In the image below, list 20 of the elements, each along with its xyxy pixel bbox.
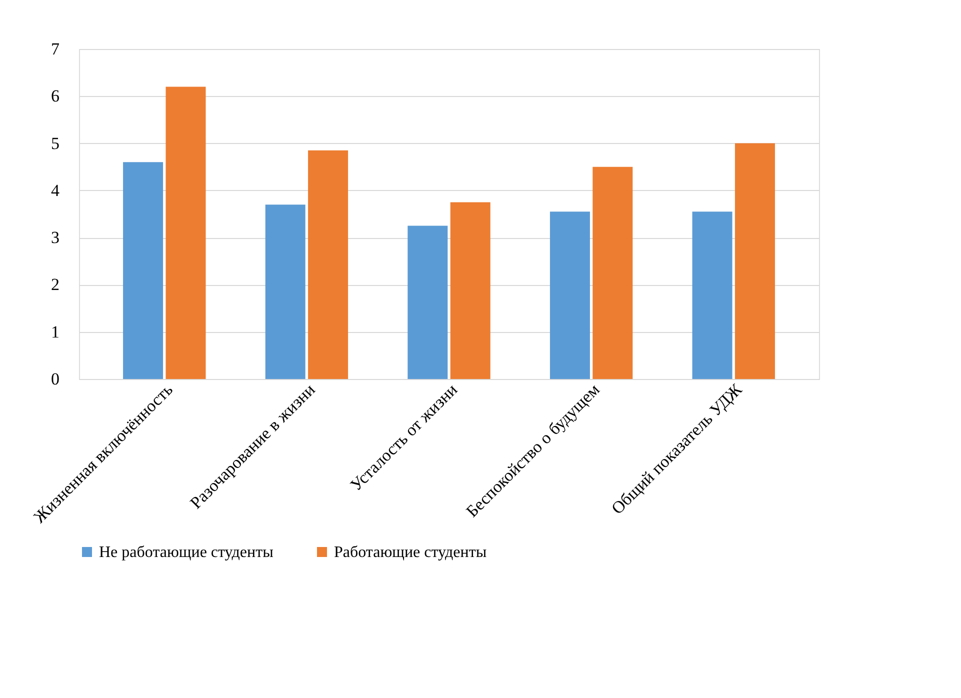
bar (265, 204, 306, 379)
y-tick-label: 7 (51, 40, 60, 58)
y-tick-label: 2 (51, 275, 60, 294)
bar (408, 226, 448, 379)
y-tick-label: 1 (51, 322, 60, 342)
y-tick-label: 4 (51, 180, 60, 200)
bar (692, 212, 732, 379)
bar (166, 86, 206, 379)
bar (550, 212, 590, 379)
legend-label: Не работающие студенты (99, 544, 274, 561)
bar (592, 166, 633, 379)
bar (734, 143, 775, 379)
y-tick-label: 5 (51, 134, 60, 153)
y-tick-label: 6 (51, 86, 60, 106)
bar (450, 202, 490, 379)
y-tick-label: 3 (51, 228, 60, 248)
legend-label: Работающие студенты (334, 544, 487, 561)
bar (308, 150, 348, 379)
y-tick-label: 0 (51, 370, 60, 388)
bar (123, 162, 164, 379)
